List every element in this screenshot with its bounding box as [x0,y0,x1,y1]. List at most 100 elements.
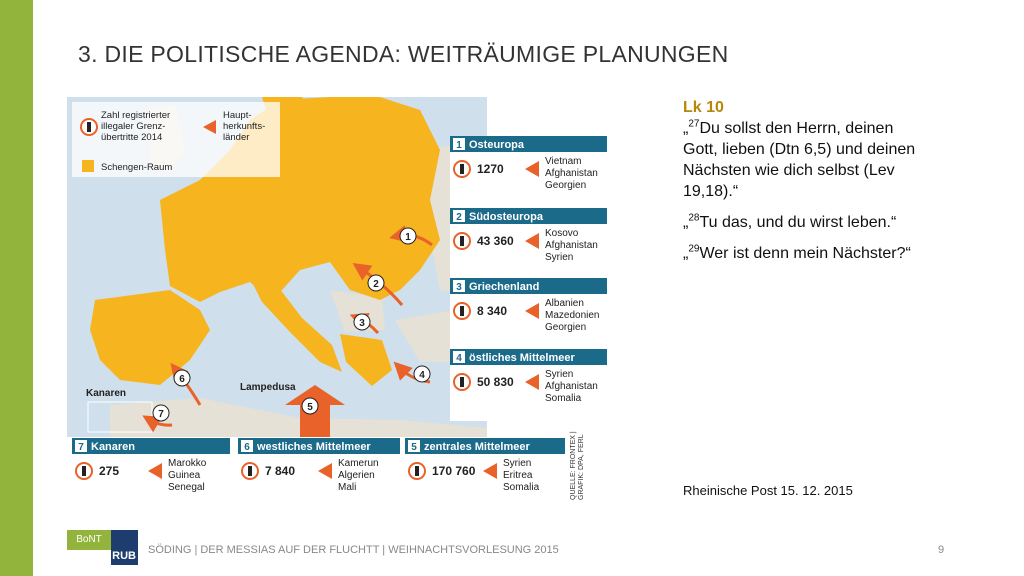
country: Marokko [168,458,207,469]
citation: Rheinische Post 15. 12. 2015 [683,483,853,498]
country: Vietnam [545,156,582,167]
country: Guinea [168,470,201,481]
route-count: 50 830 [477,375,514,389]
route-header [405,438,565,454]
route-header [450,136,607,152]
person-icon [248,466,252,476]
route-name: westliches Mittelmeer [256,441,371,453]
route-panel [450,294,607,350]
logo-top: BoNT [67,530,111,550]
open-quote: „ [683,214,689,231]
person-icon [82,466,86,476]
route-count: 8 340 [477,304,507,318]
map-route-marker [353,313,371,331]
route-count: 43 360 [477,234,514,248]
route-name: östliches Mittelmeer [469,352,575,364]
slide-title: 3. DIE POLITISCHE AGENDA: WEITRÄUMIGE PL… [78,41,729,67]
page-number: 9 [938,544,945,556]
open-quote: „ [683,120,689,137]
route-count: 7 840 [265,464,295,478]
route-header [72,438,230,454]
map-route-marker [152,404,170,422]
country: Eritrea [503,470,533,481]
country: Georgien [545,322,586,333]
logo-bottom: RUB [112,550,136,562]
route-header [238,438,400,454]
route-panel [450,365,607,421]
legend-box [72,102,280,177]
country: Kosovo [545,228,579,239]
footer-caption: SÖDING | DER MESSIAS AUF DER FLUCHTT | W… [148,544,559,556]
route-name: Südosteuropa [469,211,544,223]
route-num: 7 [78,442,84,453]
source-note: QUELLE: FRONTEX | [570,431,577,500]
legend-text: Haupt- [223,110,252,121]
verse-text: Du sollst den Herrn, deinen Gott, lieben… [683,120,916,200]
legend-text: illegaler Grenz- [101,121,165,132]
route-num-box [453,280,465,292]
source-note: GRAFIK: DPA, FERL [578,434,585,500]
verse-number: 27 [688,118,700,130]
place-label: Kanaren [86,388,126,399]
route-num-box [453,351,465,363]
route-panel [450,224,607,280]
route-name: Osteuropa [469,139,525,151]
legend-icon [87,122,91,132]
route-num-box [453,210,465,222]
legend-text: herkunfts- [223,121,265,132]
person-icon [460,377,464,387]
route-num: 4 [456,353,462,364]
verse-number: 28 [688,212,700,224]
person-icon [460,236,464,246]
origin-arrow [525,161,539,177]
route-panel [450,152,607,208]
map-route-num: 3 [359,318,365,329]
origin-arrow [148,463,162,479]
route-count: 275 [99,464,119,478]
country: Albanien [545,298,584,309]
verse: „27Du sollst den Herrn, deinen Gott, lie… [683,118,928,202]
origin-arrow [525,233,539,249]
verses: „27Du sollst den Herrn, deinen Gott, lie… [683,118,928,264]
legend-swatch [82,160,94,172]
country: Georgien [545,180,586,191]
route-num-box [75,440,87,452]
route-num: 3 [456,282,462,293]
country: Somalia [545,393,582,404]
map-route-num: 7 [158,409,164,420]
legend-text: Zahl registrierter [101,110,170,121]
route-header [450,278,607,294]
legend-text: Schengen-Raum [101,162,172,173]
heading: Lk 10 [683,99,724,116]
route-header [450,349,607,365]
route-num: 5 [411,442,417,453]
country: Kamerun [338,458,379,469]
country: Senegal [168,482,205,493]
route-count: 1270 [477,162,504,176]
verse: „28Tu das, und du wirst leben.“ [683,212,928,233]
verse: „29Wer ist denn mein Nächster?“ [683,243,928,264]
origin-arrow [318,463,332,479]
country: Somalia [503,482,540,493]
country: Syrien [545,369,573,380]
text-block: Lk 10 „27Du sollst den Herrn, deinen Got… [683,97,928,274]
logo-block [111,530,138,565]
country: Mali [338,482,356,493]
legend-arrow [203,120,216,134]
route-num-box [408,440,420,452]
route-panel [72,454,230,510]
route-num: 1 [456,140,462,151]
route-num: 2 [456,212,462,223]
country: Afghanistan [545,381,598,392]
country: Algerien [338,470,375,481]
map-route-marker [301,397,319,415]
map-route-marker [413,365,431,383]
verse-number: 29 [688,243,700,255]
map-route-num: 1 [405,232,411,243]
country: Mazedonien [545,310,599,321]
map-route-num: 6 [179,374,185,385]
route-count: 170 760 [432,464,476,478]
map-route-num: 2 [373,279,379,290]
route-num-box [241,440,253,452]
